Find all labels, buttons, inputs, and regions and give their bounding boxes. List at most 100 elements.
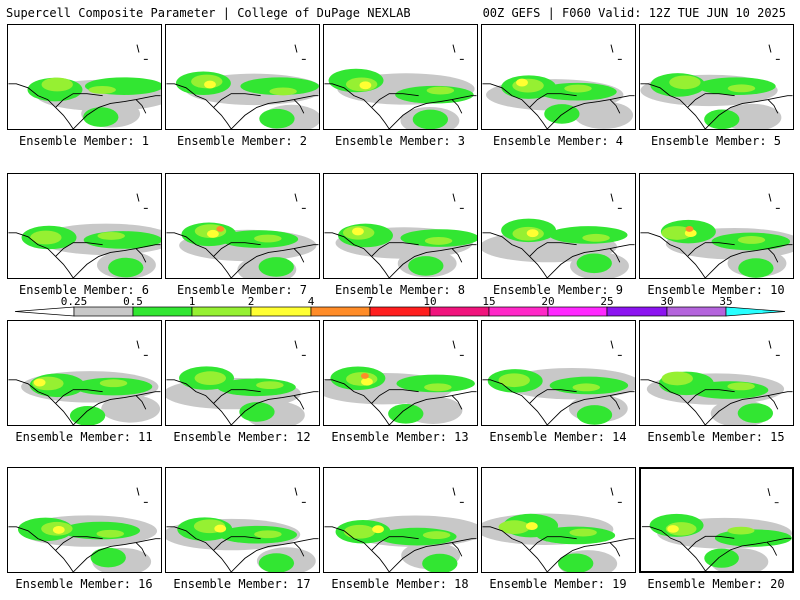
- scp-contour: [88, 85, 116, 94]
- coastline: [324, 526, 477, 572]
- scp-contour: [526, 229, 539, 238]
- scp-contour: [254, 234, 282, 243]
- legend-swatch: [369, 306, 431, 317]
- legend-swatch: [547, 306, 608, 317]
- coastline: [482, 379, 635, 425]
- coastline: [8, 232, 161, 278]
- coastline: [482, 526, 635, 572]
- coastline: [324, 232, 477, 278]
- island-outline: [294, 193, 306, 209]
- ensemble-member-label: Ensemble Member: 10: [647, 283, 785, 297]
- scp-contour: [96, 529, 125, 538]
- island-outline: [610, 193, 622, 209]
- scp-contour: [516, 78, 528, 87]
- ensemble-member-label: Ensemble Member: 4: [492, 134, 624, 148]
- ensemble-map-panel[interactable]: [323, 467, 478, 573]
- scp-map: [482, 44, 635, 129]
- island-outline: [294, 487, 306, 503]
- legend-tick-label: 30: [660, 295, 673, 308]
- scp-contour: [352, 227, 364, 236]
- scp-contour: [214, 524, 227, 533]
- ensemble-map-panel[interactable]: [323, 173, 478, 279]
- scp-contour: [360, 373, 369, 379]
- ensemble-map-panel[interactable]: [7, 467, 162, 573]
- ensemble-map-panel[interactable]: [7, 173, 162, 279]
- coastline: [8, 379, 161, 425]
- scp-contour: [422, 531, 451, 540]
- island-outline: [452, 340, 464, 356]
- scp-map: [641, 488, 792, 571]
- scp-contour: [525, 522, 538, 531]
- scp-contour: [99, 379, 128, 388]
- island-outline: [294, 44, 306, 60]
- coastline: [166, 83, 319, 129]
- ensemble-member-label: Ensemble Member: 11: [15, 430, 153, 444]
- scp-contour: [424, 383, 452, 392]
- scp-contour: [737, 236, 766, 244]
- ensemble-map-panel[interactable]: [323, 24, 478, 130]
- scp-map: [482, 340, 635, 425]
- scp-contour: [408, 256, 444, 276]
- coastline: [324, 83, 477, 129]
- ensemble-member-label: Ensemble Member: 2: [176, 134, 308, 148]
- ensemble-map-panel[interactable]: [323, 320, 478, 426]
- scp-map: [166, 340, 319, 425]
- ensemble-map-panel[interactable]: [481, 467, 636, 573]
- ensemble-map-panel[interactable]: [481, 173, 636, 279]
- coastline: [8, 526, 161, 572]
- scp-map: [8, 340, 161, 425]
- scp-contour: [426, 86, 455, 95]
- scp-map: [8, 44, 161, 129]
- ensemble-map-panel[interactable]: [639, 24, 794, 130]
- scp-contour: [194, 371, 226, 386]
- coastline: [166, 526, 319, 572]
- ensemble-map-panel[interactable]: [639, 320, 794, 426]
- ensemble-map-panel[interactable]: [7, 24, 162, 130]
- legend-tick-label: 20: [541, 295, 554, 308]
- ensemble-map-panel[interactable]: [481, 320, 636, 426]
- legend-swatch: [132, 306, 193, 317]
- ensemble-map-panel[interactable]: [165, 467, 320, 573]
- scp-contour: [69, 405, 106, 425]
- scp-contour: [576, 253, 612, 274]
- scp-contour: [33, 378, 46, 387]
- scp-contour: [343, 524, 376, 539]
- island-outline: [610, 340, 622, 356]
- ensemble-member-label: Ensemble Member: 8: [334, 283, 466, 297]
- ensemble-member-label: Ensemble Member: 18: [331, 577, 469, 591]
- island-outline: [136, 340, 148, 356]
- scp-contour: [564, 84, 592, 93]
- island-outline: [452, 44, 464, 60]
- scp-contour: [258, 257, 294, 277]
- scp-map: [8, 487, 161, 572]
- ensemble-map-panel[interactable]: [481, 24, 636, 130]
- scp-map: [640, 193, 793, 278]
- coastline: [640, 83, 793, 129]
- scp-map: [482, 193, 635, 278]
- scp-contour: [254, 530, 282, 539]
- scp-contour: [207, 229, 219, 238]
- ensemble-member-label: Ensemble Member: 9: [492, 283, 624, 297]
- ensemble-map-panel[interactable]: [165, 24, 320, 130]
- scp-contour: [738, 258, 774, 278]
- ensemble-map-panel[interactable]: [639, 467, 794, 573]
- scp-map: [166, 193, 319, 278]
- ensemble-map-panel[interactable]: [639, 173, 794, 279]
- ensemble-map-panel[interactable]: [7, 320, 162, 426]
- scp-contour: [97, 231, 125, 240]
- ensemble-map-panel[interactable]: [165, 173, 320, 279]
- ensemble-member-label: Ensemble Member: 6: [18, 283, 150, 297]
- ensemble-member-label: Ensemble Member: 13: [331, 430, 469, 444]
- scp-contour: [498, 520, 530, 535]
- island-outline: [610, 487, 622, 503]
- color-legend: 0.25 0.5 1 2 4 7 10 15 20 25 30 35: [14, 295, 786, 317]
- scp-contour: [359, 81, 372, 90]
- scp-contour: [727, 84, 756, 93]
- legend-tick-label: 25: [600, 295, 613, 308]
- legend-tick-label: 7: [367, 295, 374, 308]
- scp-contour: [685, 226, 694, 232]
- legend-swatch: [429, 306, 490, 317]
- legend-tick-label: 10: [423, 295, 436, 308]
- ensemble-map-panel[interactable]: [165, 320, 320, 426]
- scp-contour: [239, 402, 275, 422]
